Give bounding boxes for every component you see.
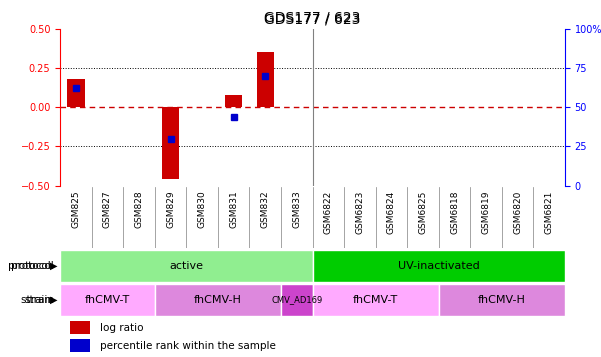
Text: fhCMV-H: fhCMV-H <box>194 295 242 305</box>
Text: ▶: ▶ <box>50 295 57 305</box>
Text: GSM827: GSM827 <box>103 190 112 228</box>
Title: GDS177 / 623: GDS177 / 623 <box>264 12 361 26</box>
Text: GDS177 / 623: GDS177 / 623 <box>264 11 361 25</box>
Bar <box>67 79 85 107</box>
Text: GSM829: GSM829 <box>166 190 175 228</box>
Text: protocol: protocol <box>11 261 54 271</box>
Text: GSM830: GSM830 <box>198 190 207 228</box>
Text: GSM6822: GSM6822 <box>324 190 333 234</box>
FancyBboxPatch shape <box>60 250 313 282</box>
Text: GSM6818: GSM6818 <box>450 190 459 234</box>
Bar <box>225 95 242 107</box>
Text: GSM833: GSM833 <box>292 190 301 228</box>
FancyBboxPatch shape <box>155 284 281 316</box>
Text: UV-inactivated: UV-inactivated <box>398 261 480 271</box>
Text: GSM6819: GSM6819 <box>481 190 490 234</box>
Text: GSM825: GSM825 <box>72 190 81 228</box>
Text: CMV_AD169: CMV_AD169 <box>271 295 322 305</box>
Text: GSM6824: GSM6824 <box>387 190 396 234</box>
Text: GSM828: GSM828 <box>135 190 144 228</box>
Text: GSM832: GSM832 <box>261 190 270 228</box>
Text: percentile rank within the sample: percentile rank within the sample <box>100 341 276 351</box>
Text: ▶: ▶ <box>50 261 57 271</box>
Bar <box>70 321 90 334</box>
Text: log ratio: log ratio <box>100 323 144 333</box>
FancyBboxPatch shape <box>313 250 565 282</box>
FancyBboxPatch shape <box>313 284 439 316</box>
Text: fhCMV-T: fhCMV-T <box>353 295 398 305</box>
Bar <box>257 52 274 107</box>
Bar <box>70 339 90 352</box>
Text: GSM6821: GSM6821 <box>545 190 554 234</box>
FancyBboxPatch shape <box>60 284 155 316</box>
Text: fhCMV-H: fhCMV-H <box>478 295 526 305</box>
Text: GSM6820: GSM6820 <box>513 190 522 234</box>
Text: protocol: protocol <box>8 261 54 271</box>
Text: GSM6825: GSM6825 <box>418 190 427 234</box>
Text: active: active <box>169 261 203 271</box>
Text: strain: strain <box>24 295 54 305</box>
FancyBboxPatch shape <box>281 284 313 316</box>
Bar <box>162 107 179 179</box>
Text: GSM831: GSM831 <box>229 190 238 228</box>
FancyBboxPatch shape <box>439 284 565 316</box>
Text: fhCMV-T: fhCMV-T <box>85 295 130 305</box>
Text: strain: strain <box>21 295 54 305</box>
Text: GSM6823: GSM6823 <box>355 190 364 234</box>
